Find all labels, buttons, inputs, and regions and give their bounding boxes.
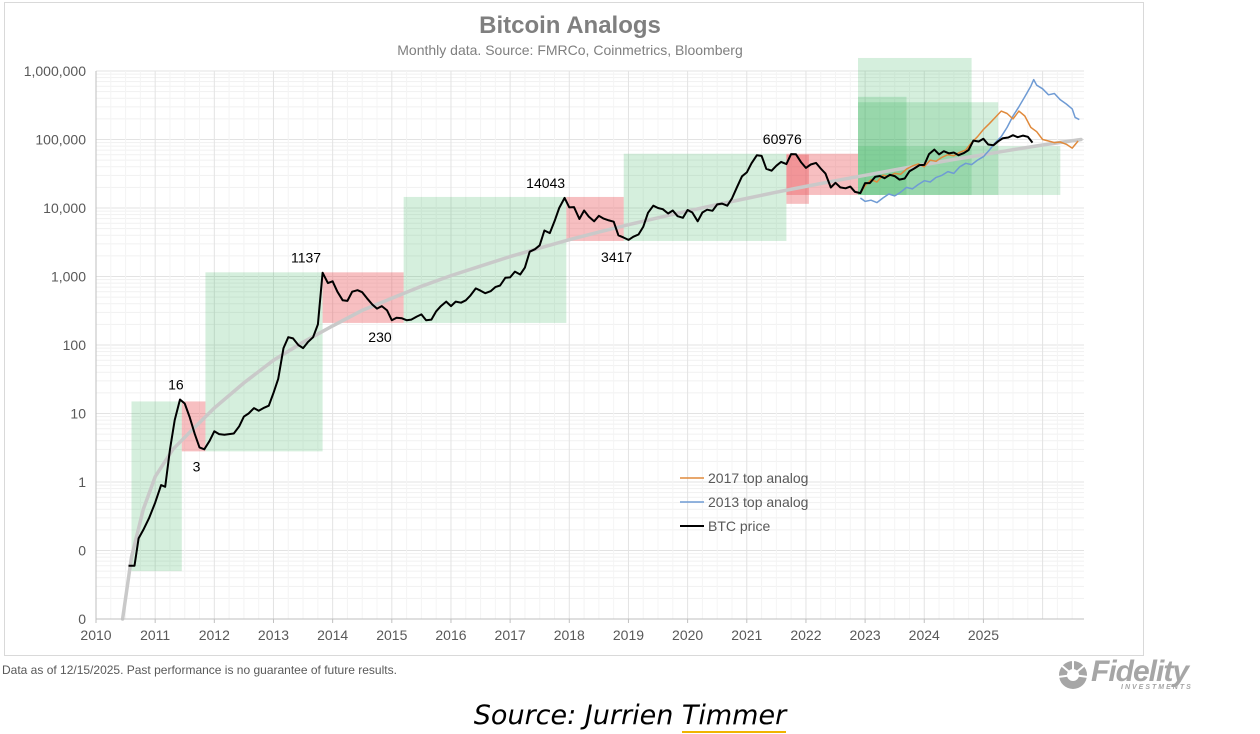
logo-subtitle: INVESTMENTS [1121,684,1193,691]
source-author-link[interactable]: Timmer [681,700,787,733]
red-analog-box [786,154,809,204]
data-label: 230 [368,329,392,345]
trend-curve [120,137,1083,621]
y-tick-label: 0 [78,543,86,559]
data-label: 3 [193,458,201,474]
data-label: 14043 [526,175,565,191]
x-tick-label: 2011 [140,627,170,643]
chart-title: Bitcoin Analogs [479,12,661,39]
series-lines [128,78,1080,567]
x-tick-label: 2012 [199,627,230,643]
y-tick-label: 10,000 [43,200,86,216]
y-tick-label: 10 [70,406,86,422]
analog-boxes [131,57,1061,572]
btc-price-line [128,134,1034,567]
x-tick-label: 2022 [790,627,821,643]
y-tick-label: 1,000 [51,269,86,285]
green-analog-box [858,102,999,195]
x-tick-label: 2024 [909,627,940,643]
peak-trough-labels: 16 3 1137 230 14043 3417 60976 [168,131,802,474]
fidelity-logo: Fidelity INVESTMENTS [1055,655,1235,695]
y-tick-label: 100 [63,337,87,353]
x-tick-label: 2020 [672,627,703,643]
green-analog-box [205,272,323,452]
fidelity-sunburst-icon [1057,659,1089,689]
x-tick-label: 2018 [554,627,585,643]
y-tick-label: 1,000,000 [24,63,86,79]
chart-plot: 0 0 1 10 100 1,000 10,000 100,000 1,000,000 2010 2… [24,57,1084,643]
axes: 0 0 1 10 100 1,000 10,000 100,000 1,000,000 2010 2… [24,63,1084,643]
data-label: 16 [168,377,184,393]
chart-subtitle: Monthly data. Source: FMRCo, Coinmetrics… [397,42,743,58]
y-tick-label: 0 [78,611,86,627]
x-tick-label: 2014 [317,627,348,643]
x-tick-label: 2017 [495,627,526,643]
x-tick-label: 2016 [435,627,466,643]
x-tick-label: 2019 [613,627,644,643]
data-label: 60976 [763,131,802,147]
x-tick-label: 2010 [80,627,111,643]
green-analog-box [623,153,787,241]
legend-label: 2013 top analog [708,494,808,510]
y-tick-label: 1 [78,474,86,490]
legend-label: 2017 top analog [708,470,808,486]
trend-line [120,137,1083,621]
x-tick-label: 2015 [376,627,407,643]
2017-top-analog-line [859,110,1079,194]
footnote: Data as of 12/15/2025. Past performance … [2,663,397,677]
legend: 2017 top analog 2013 top analog BTC price [680,470,808,534]
source-caption: Source: Jurrien Timmer [0,700,1260,733]
x-tick-label: 2023 [850,627,881,643]
source-prefix: Source: Jurrien [473,700,682,731]
logo-wordmark: Fidelity [1091,655,1189,688]
green-analog-box [403,196,567,323]
legend-label: BTC price [708,518,770,534]
data-label: 1137 [291,250,321,266]
data-label: 3417 [601,249,632,265]
x-tick-label: 2025 [968,627,999,643]
chart-frame [4,2,1144,656]
2013-top-analog-line [859,78,1080,204]
gridlines [95,70,1084,620]
y-tick-label: 100,000 [35,132,86,148]
x-tick-label: 2021 [731,627,762,643]
x-tick-label: 2013 [258,627,289,643]
